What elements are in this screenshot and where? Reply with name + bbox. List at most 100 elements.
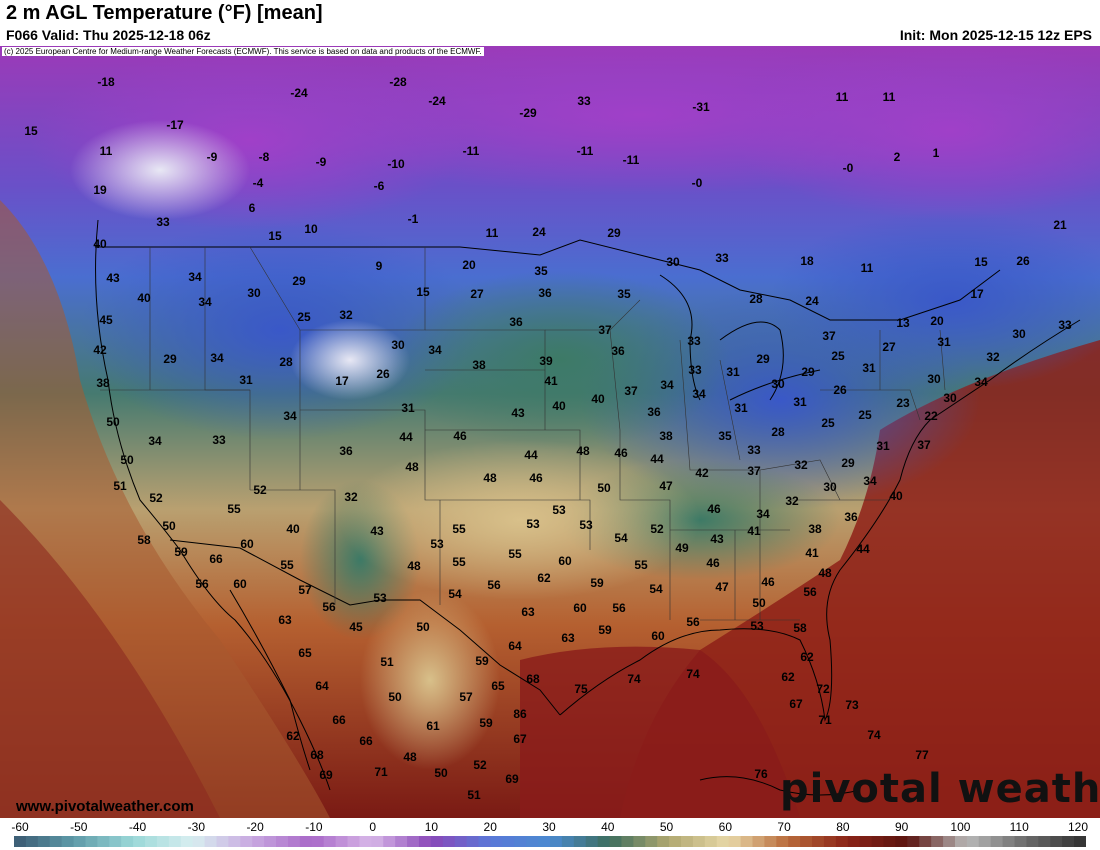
colorbar-swatch xyxy=(550,836,563,847)
colorbar-tick-label: -30 xyxy=(187,820,205,834)
colorbar-tick-label: 10 xyxy=(424,820,439,834)
website-link[interactable]: www.pivotalweather.com xyxy=(16,798,194,815)
temperature-value: 55 xyxy=(634,558,648,572)
cuba-coast xyxy=(699,776,861,796)
temperature-value: 71 xyxy=(374,765,388,779)
colorbar-swatch xyxy=(466,836,480,847)
temperature-value: 56 xyxy=(686,615,700,629)
temperature-value: 34 xyxy=(660,378,674,392)
temperature-value: 50 xyxy=(388,690,402,704)
great-lakes xyxy=(659,274,821,401)
temperature-value: -29 xyxy=(519,106,537,120)
temperature-value: 11 xyxy=(100,144,113,158)
colorbar-swatch xyxy=(156,836,170,847)
colorbar-tick-label: -10 xyxy=(305,820,323,834)
colorbar-swatch xyxy=(514,836,527,847)
temperature-value: 26 xyxy=(376,367,390,381)
temperature-value: 48 xyxy=(576,444,590,458)
temperature-value: 33 xyxy=(577,94,591,108)
temperature-value: 55 xyxy=(452,555,466,569)
temperature-value: 30 xyxy=(666,255,680,269)
temperature-value: 60 xyxy=(558,554,572,568)
temperature-value: 31 xyxy=(876,439,890,453)
colorbar-swatch xyxy=(276,836,289,847)
temperature-value: 36 xyxy=(509,315,523,329)
temperature-value: 72 xyxy=(816,682,830,696)
temperature-value: 34 xyxy=(692,387,706,401)
temperature-value: 29 xyxy=(756,352,770,366)
temperature-value: 36 xyxy=(611,344,625,358)
temperature-value: -4 xyxy=(253,176,264,190)
colorbar-tick-label: 0 xyxy=(369,820,376,834)
colorbar-swatch xyxy=(1074,836,1086,847)
temperature-value: 15 xyxy=(974,255,988,269)
us-canada-border xyxy=(95,239,1001,321)
colorbar-swatch xyxy=(442,836,456,847)
temperature-value: 40 xyxy=(889,489,903,503)
copyright-notice: (c) 2025 European Centre for Medium-rang… xyxy=(2,47,484,56)
temperature-value: 34 xyxy=(428,343,442,357)
temperature-value: 37 xyxy=(747,464,761,478)
temperature-value: 48 xyxy=(818,566,832,580)
temperature-value: 75 xyxy=(574,682,588,696)
colorbar-tick-label: 20 xyxy=(483,820,497,834)
colorbar-swatch xyxy=(335,836,349,847)
temperature-value: 33 xyxy=(747,443,761,457)
temperature-value: 64 xyxy=(508,639,522,653)
temperature-value: 69 xyxy=(319,768,333,782)
us-mexico-border xyxy=(169,539,561,716)
colorbar-swatch xyxy=(1026,836,1039,847)
colorbar-tick-label: -20 xyxy=(246,820,264,834)
colorbar: -60 -50 -40 -30 -20 -10 0 10 20 30 40 50 60 70 80 90 100… xyxy=(0,818,1100,850)
temperature-value: 44 xyxy=(524,448,538,462)
temperature-value: 10 xyxy=(304,222,318,236)
temperature-value: 45 xyxy=(99,313,113,327)
temperature-value: -10 xyxy=(387,157,405,171)
temperature-value: 30 xyxy=(771,377,785,391)
colorbar-swatch xyxy=(61,836,75,847)
temperature-value: 37 xyxy=(822,329,836,343)
temperature-value: 86 xyxy=(513,707,527,721)
colorbar-swatch xyxy=(943,836,956,847)
temperature-value: 74 xyxy=(867,728,881,742)
temperature-value: 33 xyxy=(1058,318,1072,332)
temperature-value: -6 xyxy=(374,179,385,193)
colorbar-swatch xyxy=(990,836,1004,847)
colorbar-swatch xyxy=(728,836,742,847)
colorbar-swatch xyxy=(692,836,706,847)
temperature-map[interactable]: -18 -24 -28 -24 -29 33 -31 11 11 15 -17 11 -9 -8 -9 -10… xyxy=(0,46,1100,818)
temperature-value: 60 xyxy=(240,537,254,551)
colorbar-swatch xyxy=(383,836,396,847)
temperature-value: 44 xyxy=(650,452,664,466)
colorbar-swatch xyxy=(418,836,432,847)
colorbar-swatch xyxy=(966,836,980,847)
temperature-value: -11 xyxy=(577,144,594,158)
temperature-value: 30 xyxy=(943,391,957,405)
temperature-value: 67 xyxy=(789,697,803,711)
temperature-value: 26 xyxy=(833,383,847,397)
temperature-value: 31 xyxy=(734,401,748,415)
temperature-value: 30 xyxy=(927,372,941,386)
temperature-value: 40 xyxy=(93,237,107,251)
temperature-value: 65 xyxy=(491,679,505,693)
colorbar-swatch xyxy=(573,836,587,847)
temperature-value: 15 xyxy=(24,124,38,138)
temperature-value: 22 xyxy=(924,409,938,423)
colorbar-swatch xyxy=(121,836,134,847)
temperature-value: 30 xyxy=(823,480,837,494)
temperature-value: 34 xyxy=(198,295,212,309)
colorbar-swatch xyxy=(49,836,63,847)
temperature-value: 53 xyxy=(552,503,566,517)
temperature-value: 20 xyxy=(462,258,476,272)
temperature-value: 62 xyxy=(286,729,300,743)
temperature-value: 24 xyxy=(532,225,546,239)
temperature-value: 13 xyxy=(896,316,910,330)
temperature-value: 55 xyxy=(452,522,466,536)
temperature-value: 42 xyxy=(93,343,107,357)
temperature-value: 59 xyxy=(479,716,493,730)
colorbar-swatch xyxy=(430,836,444,847)
temperature-value: 29 xyxy=(801,365,815,379)
colorbar-swatch xyxy=(788,836,801,847)
temperature-value: 60 xyxy=(573,601,587,615)
